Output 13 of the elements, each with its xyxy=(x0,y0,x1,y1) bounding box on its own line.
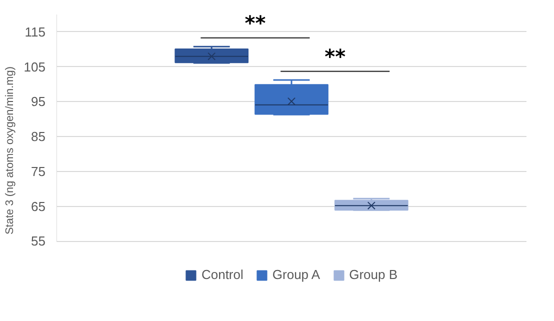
y-tick-label: 85 xyxy=(31,129,46,144)
legend-label: Control xyxy=(201,267,244,282)
y-tick-label: 65 xyxy=(31,198,46,214)
annotation: ** xyxy=(324,44,346,69)
y-tick-label: 105 xyxy=(24,59,46,74)
annotation: ** xyxy=(244,11,266,36)
y-tick-label: 75 xyxy=(31,164,46,179)
y-tick-label: 95 xyxy=(31,94,46,110)
y-tick-label: 115 xyxy=(24,24,46,40)
legend-label: Group B xyxy=(349,267,398,282)
y-tick-label: 55 xyxy=(31,234,46,249)
legend-label: Group A xyxy=(272,267,320,282)
y-axis-title: State 3 (ng atoms oxygen/min.mg) xyxy=(4,66,16,235)
